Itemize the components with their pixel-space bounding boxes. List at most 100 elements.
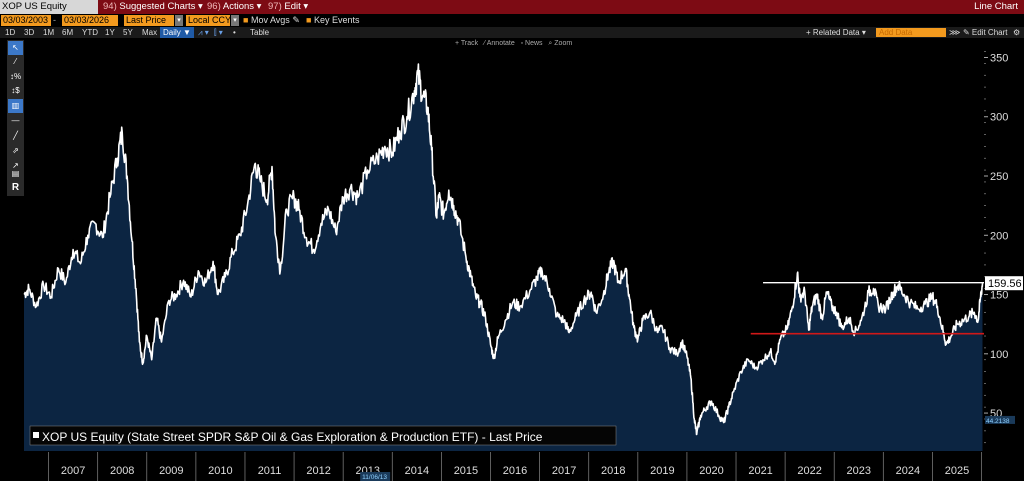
checkbox-icon: ■ (306, 15, 312, 25)
field-dropdown-icon[interactable]: ▾ (175, 15, 183, 26)
pointer-tool[interactable]: ↖ (8, 41, 23, 55)
x-tick-label: 2020 (699, 465, 723, 477)
suggested-charts-label: Suggested Charts ▾ (119, 1, 203, 12)
zoom-label: Zoom (554, 40, 573, 47)
edit-menu[interactable]: 97) Edit ▾ (268, 0, 308, 14)
pointer-icon: ↖ (12, 43, 19, 52)
price-area-fill (24, 64, 983, 451)
key-events-toggle[interactable]: ■ Key Events (306, 14, 359, 27)
news-button[interactable]: ▫ News (520, 40, 543, 47)
x-tick-label: 2019 (650, 465, 674, 477)
period-1m[interactable]: 1M (43, 28, 55, 37)
actions-label: Actions ▾ (222, 1, 262, 12)
legend-swatch (33, 432, 39, 438)
edit-chart-button[interactable]: ✎ Edit Chart (963, 28, 1008, 37)
menu-number: 96) (207, 1, 221, 12)
period-1y[interactable]: 1Y (105, 28, 115, 37)
frequency-selector[interactable]: Daily ▼ (160, 27, 194, 38)
dollar-tool[interactable]: ↕$ (8, 84, 23, 98)
period-bar: 1D 3D 1M 6M YTD 1Y 5Y Max Daily ▼ ⩘ ▾ ⫿ … (0, 27, 1024, 38)
trendline-icon: ╱ (13, 131, 18, 140)
legend: XOP US Equity (State Street SPDR S&P Oil… (29, 425, 617, 446)
pencil-icon: ✎ (292, 15, 300, 25)
band-tool[interactable]: ▤ (8, 167, 23, 181)
gear-icon[interactable]: ⚙ (1013, 28, 1021, 37)
chart-type-icon[interactable]: ⩘ ▾ (198, 28, 209, 37)
related-data-button[interactable]: + Related Data ▾ (806, 28, 866, 37)
currency-selector[interactable]: Local CCY (186, 15, 232, 26)
chevron-up-down-icon[interactable]: ⋙ (949, 28, 961, 37)
y-tick-label: 200 (990, 230, 1008, 242)
hline-tool[interactable]: — (8, 114, 23, 128)
pencil-tool[interactable]: ⁄ (8, 55, 23, 69)
arrow-tool[interactable]: ↗ (8, 159, 23, 173)
table-button[interactable]: Table (250, 28, 270, 37)
ticker-field[interactable]: XOP US Equity (0, 0, 98, 14)
y-axis-panel (984, 48, 1024, 451)
period-ytd[interactable]: YTD (82, 28, 98, 37)
y-tick-label: 250 (990, 171, 1008, 183)
low-marker-label: 44.2138 (986, 418, 1010, 425)
date-marker-badge (360, 472, 391, 481)
suggested-charts-menu[interactable]: 94) Suggested Charts ▾ (103, 0, 203, 14)
percent-tool[interactable]: ↕% (8, 70, 23, 84)
plot-area (23, 63, 984, 451)
mov-avgs-toggle[interactable]: ■ Mov Avgs ✎ (243, 14, 300, 27)
x-tick-label: 2023 (847, 465, 871, 477)
top-bar: XOP US Equity 94) Suggested Charts ▾ 96)… (0, 0, 1024, 14)
field-selector[interactable]: Last Price (124, 15, 174, 26)
last-value-label: 159.56 (988, 278, 1022, 290)
dollar-icon: ↕$ (11, 86, 20, 95)
menu-number: 94) (103, 1, 117, 12)
annotate-button[interactable]: ⁄ Annotate (484, 40, 515, 47)
trendline-tool[interactable]: ╱ (8, 129, 23, 143)
checkbox-icon: ■ (243, 15, 249, 25)
r-tool[interactable]: R (8, 181, 23, 195)
channel-icon: ⇗ (12, 146, 19, 155)
bars-tool[interactable]: ▥ (8, 99, 23, 113)
x-tick-label: 2012 (306, 465, 330, 477)
currency-dropdown-icon[interactable]: ▾ (231, 15, 239, 26)
period-1d[interactable]: 1D (5, 28, 16, 37)
end-date-field[interactable]: 03/03/2026 (62, 15, 118, 26)
y-tick-label: 300 (990, 112, 1008, 124)
zoom-button[interactable]: ⌕ Zoom (548, 40, 573, 47)
x-tick-label: 2022 (797, 465, 821, 477)
add-data-input[interactable]: Add Data (876, 28, 946, 37)
x-tick-label: 2015 (454, 465, 478, 477)
y-tick-label: 350 (990, 52, 1008, 64)
pencil-icon: ⁄ (14, 57, 17, 66)
x-tick-label: 2008 (110, 465, 134, 477)
actions-menu[interactable]: 96) Actions ▾ (207, 0, 261, 14)
date-separator: - (53, 15, 56, 25)
legend-box (29, 425, 617, 446)
period-max[interactable]: Max (142, 28, 158, 37)
sub-toolbar: + Track ⁄ Annotate ▫ News ⌕ Zoom (455, 38, 572, 49)
edit-label: Edit ▾ (284, 1, 309, 12)
y-tick-label: 150 (990, 290, 1008, 302)
more-icon[interactable]: • (233, 28, 236, 37)
x-tick-label: 2014 (405, 465, 429, 477)
band-icon: ▤ (11, 169, 20, 178)
track-button[interactable]: + Track (455, 40, 479, 47)
x-tick-label: 2025 (945, 465, 969, 477)
period-3d[interactable]: 3D (24, 28, 35, 37)
last-value-badge (985, 276, 1023, 291)
controls-bar: 03/03/2003 - 03/03/2026 Last Price ▾ Loc… (0, 14, 1024, 27)
x-tick-label: 2017 (552, 465, 576, 477)
start-date-field[interactable]: 03/03/2003 (1, 15, 51, 26)
news-label: News (525, 40, 543, 47)
mov-avgs-label: Mov Avgs (250, 15, 290, 25)
bars-icon: ▥ (11, 101, 20, 110)
bar-chart-icon[interactable]: ⫿ ▾ (214, 28, 223, 37)
track-label: Track (460, 40, 479, 47)
period-6m[interactable]: 6M (62, 28, 74, 37)
r-icon: R (11, 182, 20, 193)
x-tick-label: 2016 (503, 465, 527, 477)
y-tick-label: 100 (990, 349, 1008, 361)
price-line (23, 63, 984, 436)
channel-tool[interactable]: ⇗ (8, 144, 23, 158)
period-5y[interactable]: 5Y (123, 28, 133, 37)
